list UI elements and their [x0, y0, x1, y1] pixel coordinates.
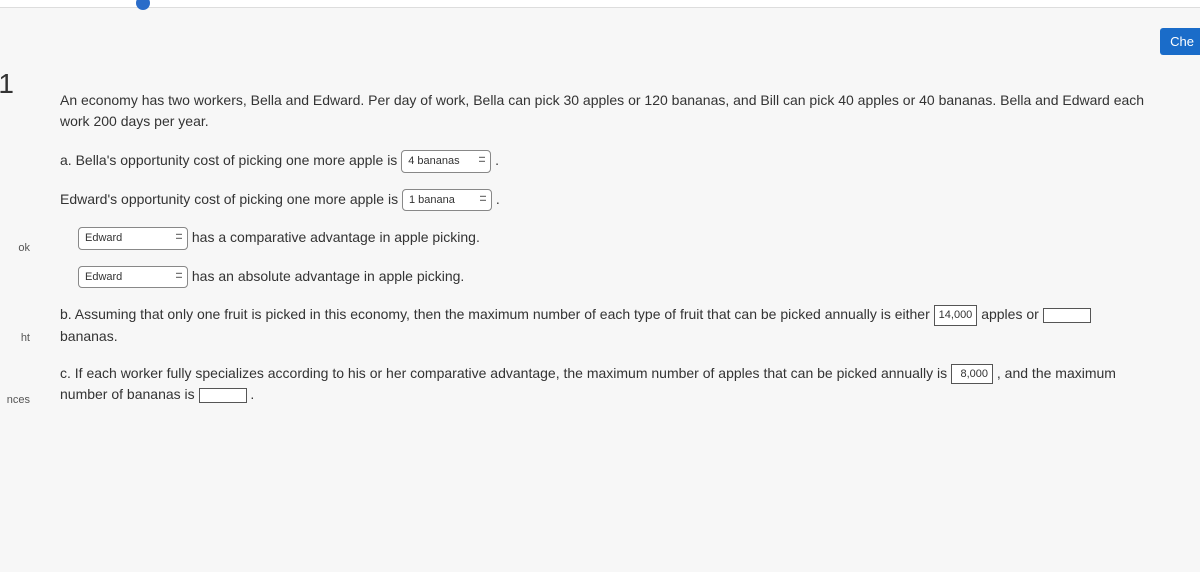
comparative-adv-text: has a comparative advantage in apple pic…	[192, 229, 480, 245]
part-c-row: c. If each worker fully specializes acco…	[60, 363, 1150, 406]
question-number: 1	[0, 68, 14, 100]
sidebar-label-nces: nces	[7, 394, 30, 406]
period-text: .	[495, 152, 499, 168]
header-badge-icon	[136, 0, 150, 10]
part-c-prefix: c. If each worker fully specializes acco…	[60, 365, 947, 381]
part-a-edward-row: Edward's opportunity cost of picking one…	[60, 189, 1150, 212]
sidebar-label-ht: ht	[21, 332, 30, 344]
part-a-edward-text: Edward's opportunity cost of picking one…	[60, 191, 398, 207]
part-c-bananas-input[interactable]	[199, 388, 247, 403]
part-c-apples-input[interactable]: 8,000	[951, 364, 993, 385]
part-b-suffix: bananas.	[60, 328, 118, 344]
absolute-adv-row: Edward has an absolute advantage in appl…	[60, 266, 1150, 289]
absolute-adv-select[interactable]: Edward	[78, 266, 188, 289]
absolute-adv-text: has an absolute advantage in apple picki…	[192, 268, 464, 284]
top-bar	[0, 0, 1200, 8]
sidebar-label-ok: ok	[18, 242, 30, 254]
check-button[interactable]: Che	[1160, 28, 1200, 55]
edward-opp-cost-select[interactable]: 1 banana	[402, 189, 492, 212]
bella-opp-cost-select[interactable]: 4 bananas	[401, 150, 491, 173]
comparative-adv-select[interactable]: Edward	[78, 227, 188, 250]
question-intro: An economy has two workers, Bella and Ed…	[60, 90, 1150, 132]
part-b-prefix: b. Assuming that only one fruit is picke…	[60, 306, 930, 322]
part-b-apples-input[interactable]: 14,000	[934, 305, 978, 326]
period-text: .	[250, 386, 254, 402]
comparative-adv-row: Edward has a comparative advantage in ap…	[60, 227, 1150, 250]
part-b-row: b. Assuming that only one fruit is picke…	[60, 304, 1150, 347]
part-b-mid: apples or	[981, 306, 1039, 322]
part-a-bella-row: a. Bella's opportunity cost of picking o…	[60, 150, 1150, 173]
period-text: .	[496, 191, 500, 207]
part-b-bananas-input[interactable]	[1043, 308, 1091, 323]
question-content: An economy has two workers, Bella and Ed…	[60, 90, 1150, 421]
part-a-bella-text: a. Bella's opportunity cost of picking o…	[60, 152, 397, 168]
